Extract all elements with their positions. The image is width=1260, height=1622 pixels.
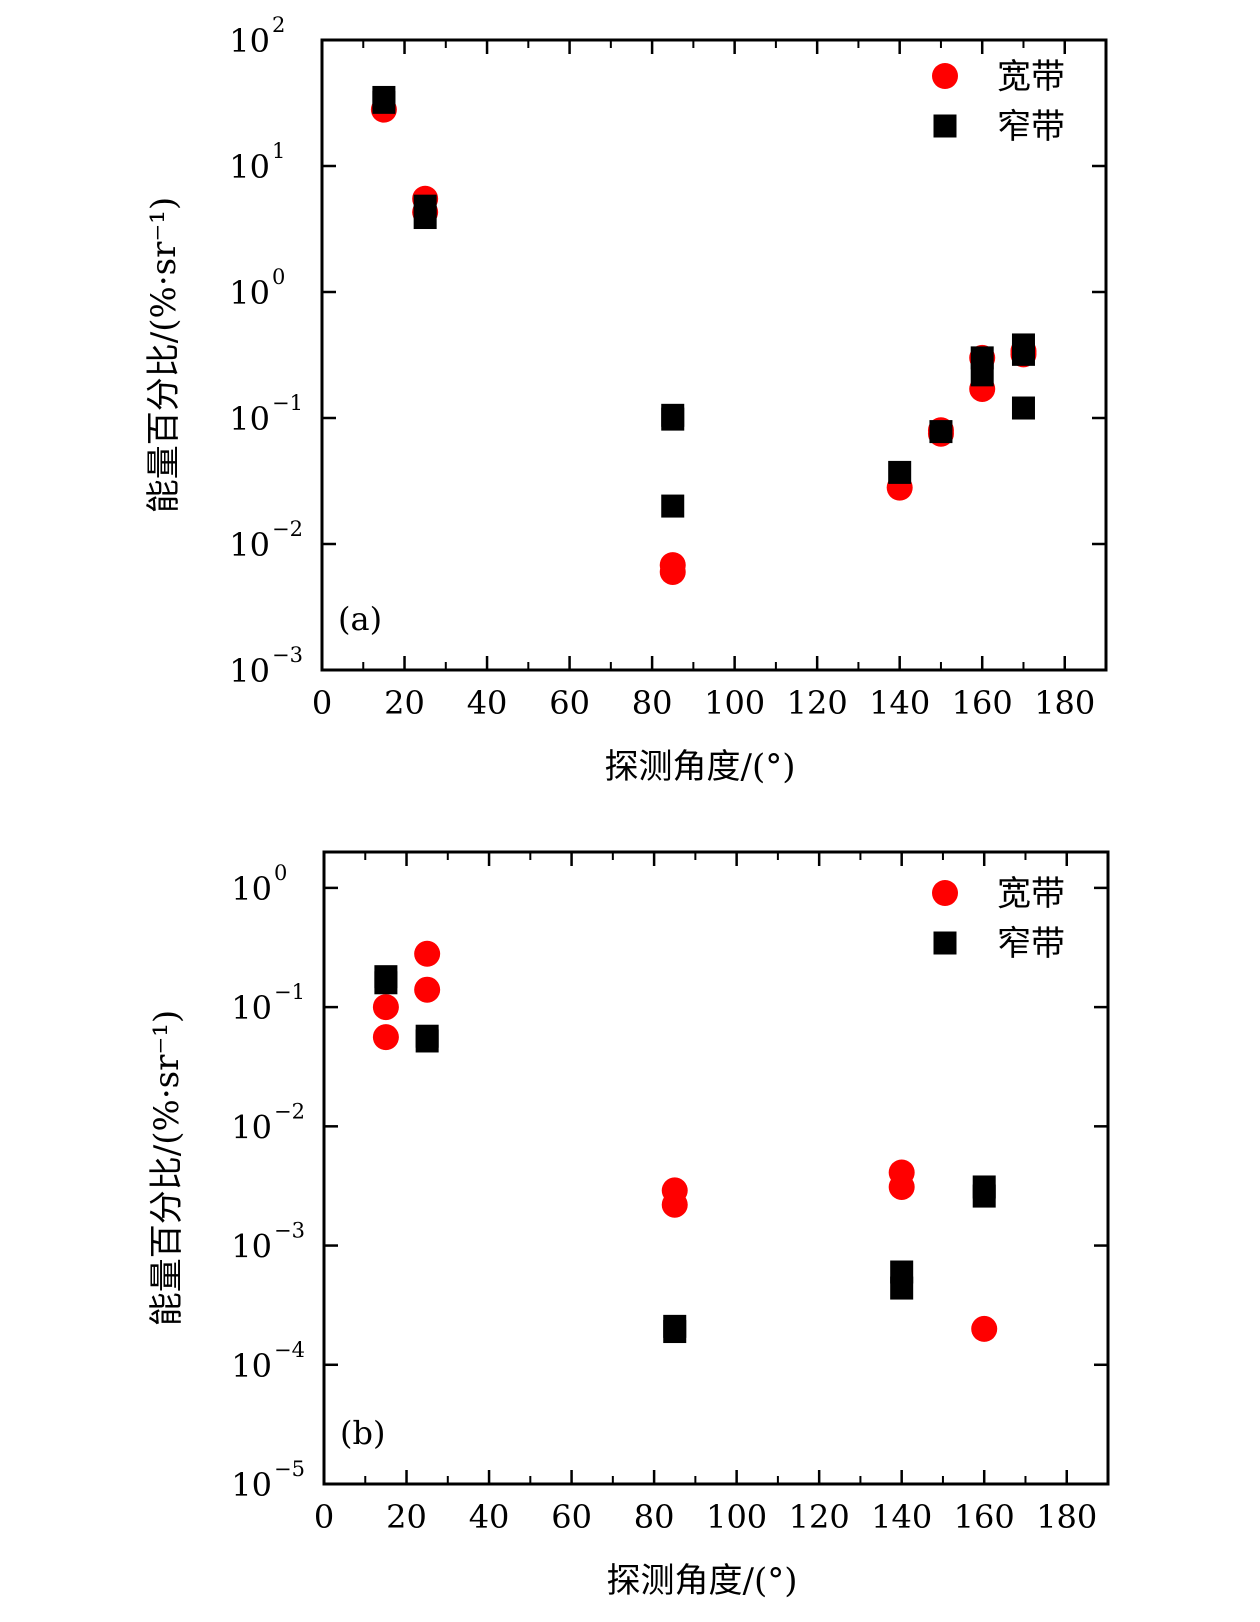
narrowband-point (372, 90, 396, 114)
plot-frame (322, 850, 1110, 1486)
legend-broadband-marker (932, 63, 958, 89)
x-tick-label: 0 (312, 684, 332, 722)
y-tick-label: 10 (231, 989, 272, 1027)
narrowband-point (415, 1029, 439, 1053)
broadband-point (414, 976, 441, 1003)
y-axis-title: 能量百分比/(%·sr⁻¹) (144, 197, 184, 513)
x-tick-label: 60 (551, 1498, 592, 1536)
y-tick-exponent: −1 (272, 391, 303, 415)
broadband-point (659, 558, 686, 585)
y-tick-label: 10 (231, 1466, 272, 1504)
y-tick-exponent: −4 (274, 1338, 305, 1362)
x-tick-label: 140 (869, 684, 930, 722)
y-axis-title: 能量百分比/(%·sr⁻¹) (147, 1010, 187, 1326)
legend-broadband-marker (932, 880, 958, 906)
y-tick-label: 10 (231, 1228, 272, 1266)
y-tick-label: 10 (231, 870, 272, 908)
y-tick-label: 10 (229, 148, 270, 186)
x-tick-label: 20 (384, 684, 425, 722)
legend-narrowband-marker (933, 114, 957, 138)
x-axis-title: 探测角度/(°) (607, 1561, 798, 1601)
y-tick-exponent: −1 (274, 980, 305, 1004)
y-tick-exponent: −5 (274, 1457, 305, 1481)
x-tick-label: 180 (1034, 684, 1095, 722)
x-tick-label: 140 (871, 1498, 932, 1536)
y-tick-exponent: 0 (272, 265, 285, 289)
x-tick-label: 40 (469, 1498, 510, 1536)
x-tick-label: 100 (704, 684, 765, 722)
broadband-point (661, 1191, 688, 1218)
y-tick-label: 10 (231, 1108, 272, 1146)
narrowband-point (972, 1184, 996, 1208)
broadband-point (372, 1024, 399, 1051)
x-tick-label: 180 (1036, 1498, 1097, 1536)
x-tick-label: 20 (386, 1498, 427, 1536)
narrowband-point (890, 1276, 914, 1300)
narrowband-point (1011, 396, 1035, 420)
y-tick-label: 10 (231, 1347, 272, 1385)
y-tick-exponent: −2 (272, 517, 303, 541)
y-tick-exponent: −3 (272, 643, 303, 667)
narrowband-point (929, 420, 953, 444)
legend-narrowband-marker (933, 931, 957, 955)
x-tick-label: 0 (314, 1498, 334, 1536)
panel-label: (a) (338, 600, 382, 638)
x-tick-label: 100 (706, 1498, 767, 1536)
narrowband-point (374, 971, 398, 995)
narrowband-point (1011, 342, 1035, 366)
x-tick-label: 120 (787, 684, 848, 722)
y-tick-exponent: 0 (274, 861, 287, 885)
y-tick-exponent: −3 (274, 1219, 305, 1243)
plot-frame (320, 38, 1108, 672)
y-tick-label: 10 (229, 526, 270, 564)
y-tick-exponent: 1 (272, 139, 285, 163)
x-tick-label: 80 (634, 1498, 675, 1536)
narrowband-point (888, 460, 912, 484)
panel-label: (b) (340, 1414, 385, 1452)
legend-label: 窄带 (997, 107, 1065, 147)
x-tick-label: 60 (549, 684, 590, 722)
legend-label: 宽带 (997, 57, 1065, 97)
y-tick-exponent: 2 (272, 13, 285, 37)
y-tick-label: 10 (229, 22, 270, 60)
narrowband-point (413, 206, 437, 230)
broadband-point (372, 994, 399, 1021)
x-tick-label: 160 (952, 684, 1013, 722)
narrowband-point (661, 407, 685, 431)
narrowband-point (663, 1320, 687, 1344)
y-tick-label: 10 (229, 400, 270, 438)
broadband-point (888, 1173, 915, 1200)
x-tick-label: 40 (467, 684, 508, 722)
y-tick-label: 10 (229, 652, 270, 690)
x-tick-label: 80 (632, 684, 673, 722)
narrowband-point (970, 363, 994, 387)
legend-label: 宽带 (997, 874, 1065, 914)
broadband-point (971, 1315, 998, 1342)
legend-label: 窄带 (997, 924, 1065, 964)
narrowband-point (661, 494, 685, 518)
x-axis-title: 探测角度/(°) (605, 747, 796, 787)
broadband-point (414, 940, 441, 967)
x-tick-label: 160 (954, 1498, 1015, 1536)
y-tick-label: 10 (229, 274, 270, 312)
y-tick-exponent: −2 (274, 1099, 305, 1123)
x-tick-label: 120 (789, 1498, 850, 1536)
